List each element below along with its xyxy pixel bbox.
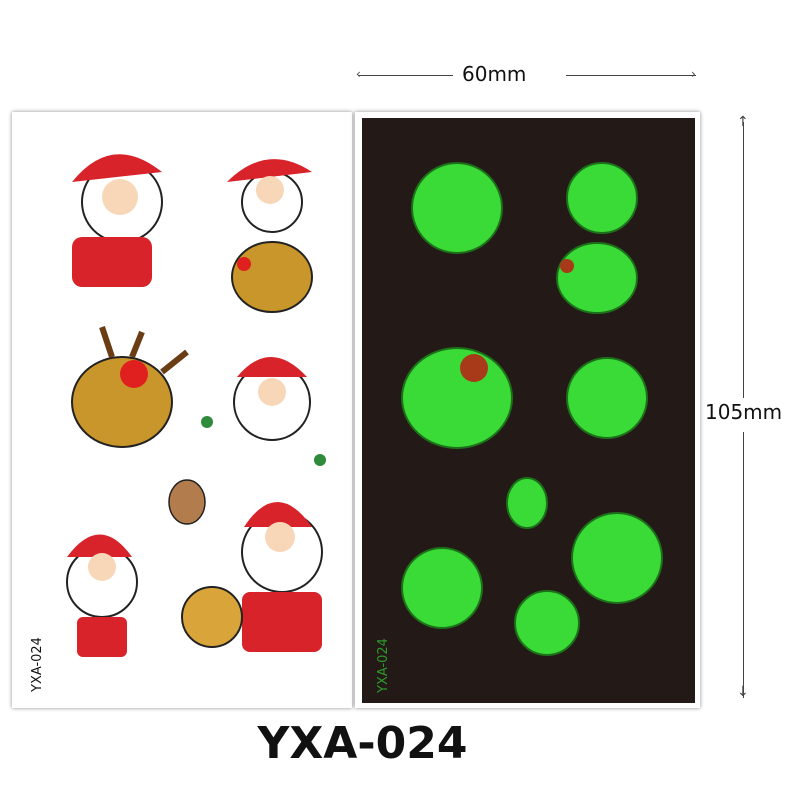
reindeer-icon (71, 326, 189, 448)
arrow-down-icon: ↓ (737, 684, 749, 700)
santa-icon (571, 512, 663, 604)
width-dimension: ‹ 60mm › (356, 62, 698, 88)
reindeer-icon (506, 477, 548, 529)
reindeer-icon (556, 242, 638, 314)
tattoo-sheet-glow: YXA-024 (355, 112, 700, 708)
santa-icon (66, 534, 138, 657)
christmas-characters-color (66, 154, 326, 657)
height-label: 105mm (705, 400, 783, 424)
santa-icon (72, 154, 163, 287)
glow-sheet-background: YXA-024 (362, 118, 695, 703)
width-label: 60mm (462, 62, 527, 86)
sheet-code-glow: YXA-024 (376, 638, 391, 693)
sheet-code: YXA-024 (30, 637, 45, 692)
tattoo-sheet-color: YXA-024 (12, 112, 352, 708)
holly-icon (201, 416, 326, 466)
height-arrow-bottom (743, 432, 744, 698)
santa-icon (566, 357, 648, 439)
santa-icon (233, 357, 311, 441)
reindeer-icon (401, 347, 513, 449)
arrow-right-icon: › (691, 67, 696, 81)
height-arrow-top (743, 122, 744, 398)
santa-icon (227, 159, 312, 233)
christmas-characters-glow (401, 162, 663, 656)
reindeer-icon (181, 586, 243, 648)
santa-icon (241, 502, 323, 652)
reindeer-icon (231, 241, 313, 313)
reindeer-icon (168, 479, 206, 525)
reindeer-icon (514, 590, 580, 656)
arrow-up-icon: ↑ (737, 114, 749, 130)
arrow-left-icon: ‹ (356, 67, 361, 81)
width-arrow-left (358, 75, 453, 76)
santa-icon (566, 162, 638, 234)
santa-icon (401, 547, 483, 629)
width-arrow-right (566, 75, 696, 76)
santa-icon (411, 162, 503, 254)
product-code-title: YXA-024 (257, 718, 468, 769)
